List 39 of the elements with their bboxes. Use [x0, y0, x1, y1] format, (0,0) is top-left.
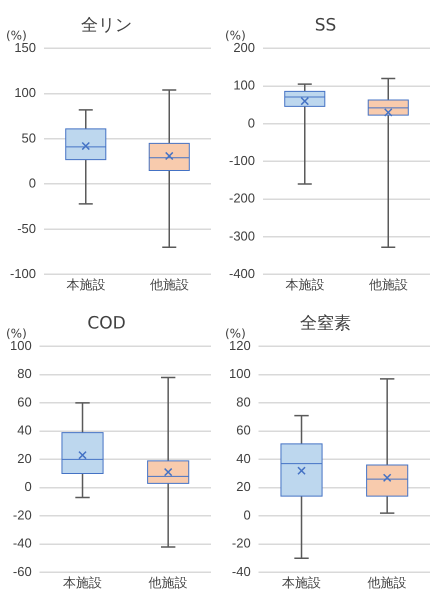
- y-tick-label: -20: [232, 536, 251, 551]
- y-tick-label: 80: [236, 394, 251, 410]
- x-tick-label: 他施設: [150, 276, 189, 292]
- y-tick-label: 20: [17, 450, 32, 466]
- y-tick-label: 40: [17, 422, 32, 438]
- x-tick-label: 本施設: [66, 276, 106, 292]
- y-tick-label: 0: [248, 115, 256, 130]
- x-tick-label: 本施設: [63, 574, 102, 590]
- x-tick-label: 他施設: [148, 574, 188, 590]
- chart-title: COD: [87, 314, 126, 334]
- y-tick-label: 0: [243, 507, 251, 522]
- x-tick-label: 他施設: [368, 574, 407, 590]
- y-tick-label: -200: [228, 190, 256, 206]
- y-tick-label: 0: [28, 176, 36, 191]
- y-tick-label: 20: [236, 479, 251, 494]
- y-tick-label: 100: [228, 366, 251, 382]
- x-tick-label: 本施設: [285, 276, 324, 292]
- y-tick-label: -40: [232, 564, 251, 579]
- y-tick-label: 40: [236, 450, 251, 466]
- chart-title: SS: [314, 16, 336, 36]
- y-tick-label: -100: [10, 266, 36, 281]
- y-tick-label: -50: [17, 220, 36, 236]
- y-tick-label: -300: [228, 228, 256, 244]
- y-tick-label: -20: [12, 507, 32, 522]
- chart-title: 全窒素: [300, 314, 351, 334]
- y-tick-label: 0: [24, 479, 32, 494]
- chart-title: 全リン: [81, 16, 132, 36]
- y-tick-label: -400: [228, 266, 256, 281]
- x-tick-label: 本施設: [282, 574, 322, 590]
- y-tick-label: 80: [17, 366, 32, 382]
- y-tick-label: 50: [22, 130, 36, 146]
- y-tick-label: -40: [12, 536, 32, 551]
- y-tick-label: 60: [236, 422, 251, 438]
- y-tick-label: -100: [228, 152, 256, 168]
- y-tick-label: 100: [233, 78, 256, 93]
- y-tick-label: 100: [14, 85, 36, 100]
- y-tick-label: -60: [12, 564, 32, 579]
- y-tick-label: 60: [17, 394, 32, 410]
- x-tick-label: 他施設: [368, 276, 408, 292]
